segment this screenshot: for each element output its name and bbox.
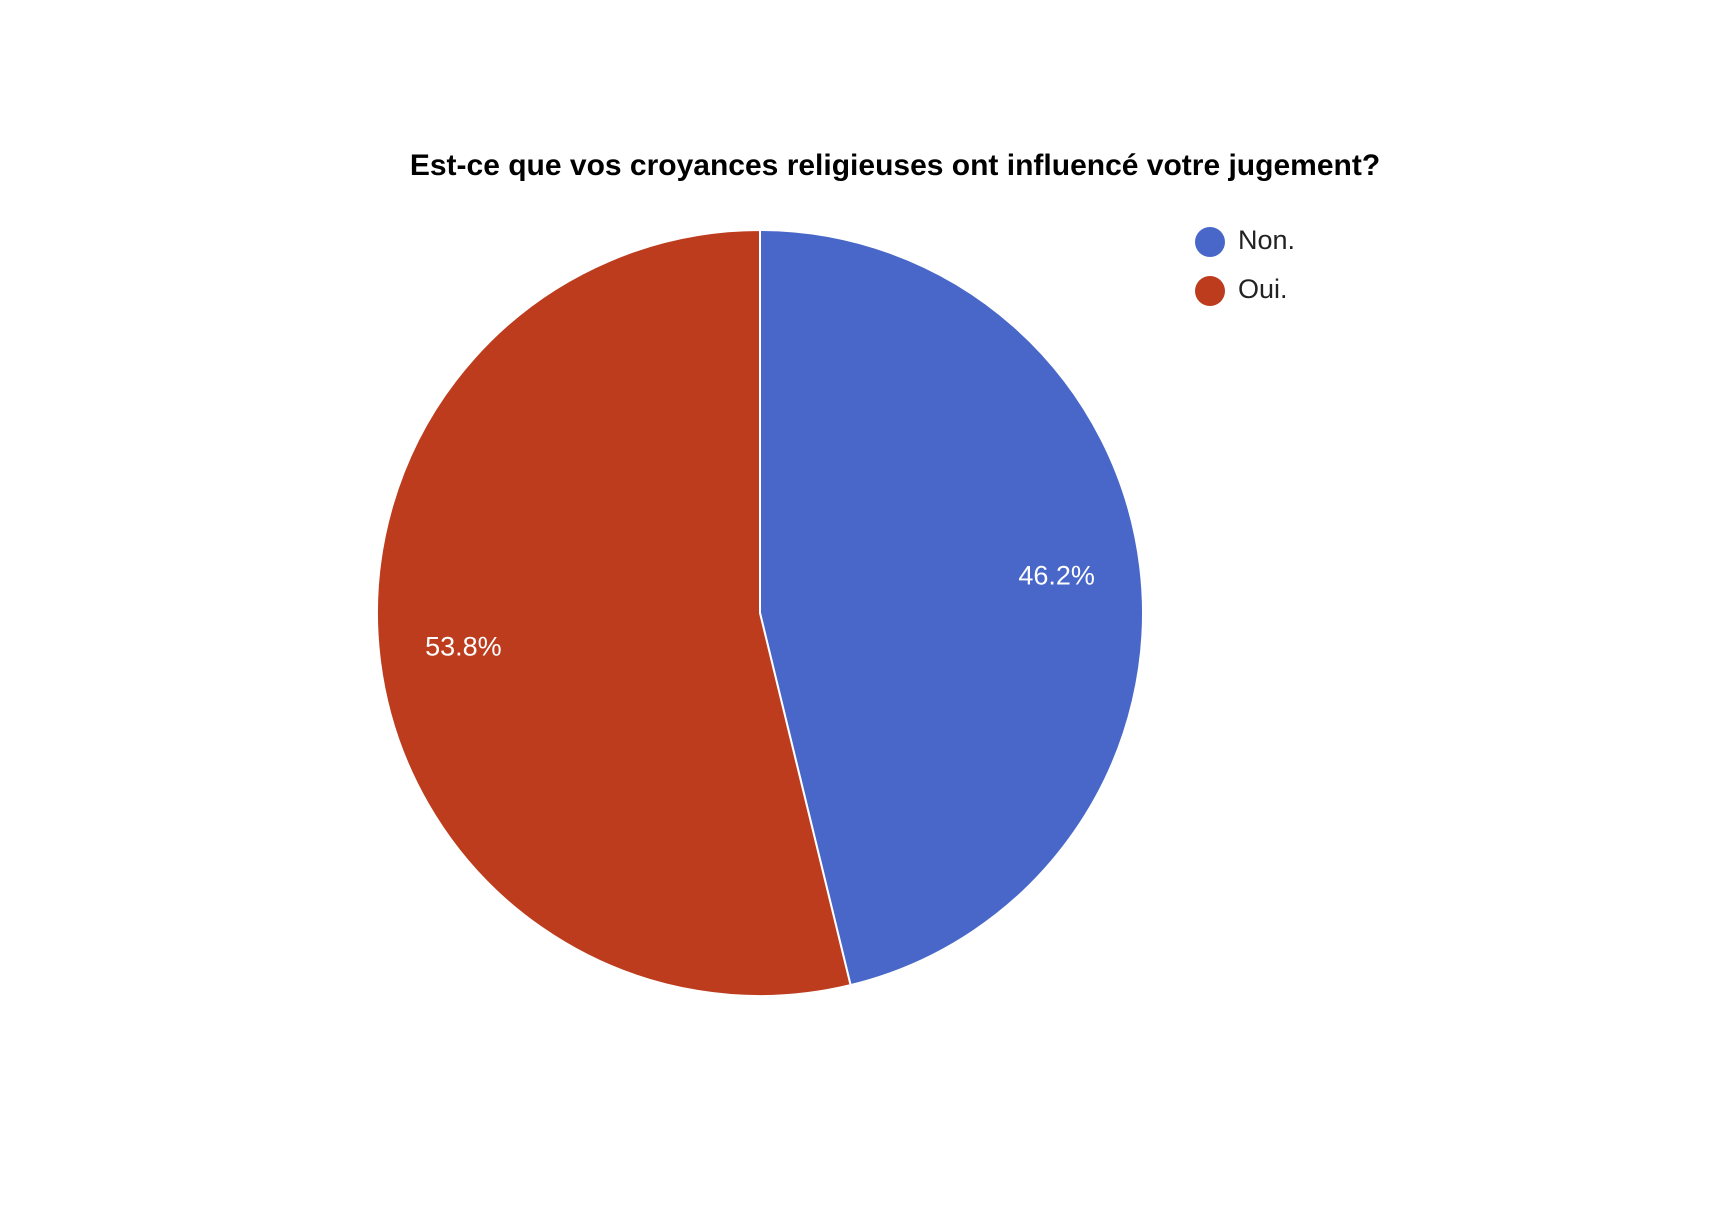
legend-label-non: Non. <box>1238 225 1295 255</box>
legend: Non. Oui. <box>1195 225 1295 306</box>
chart-title: Est-ce que vos croyances religieuses ont… <box>410 149 1380 182</box>
slice-labels: 46.2% 53.8% <box>425 561 1095 662</box>
pie-slice-non <box>759 228 1144 987</box>
legend-item-oui: Oui. <box>1195 274 1288 306</box>
pie-slices <box>375 228 1144 997</box>
slice-label-oui: 53.8% <box>425 632 502 662</box>
pie-slice-oui <box>375 228 852 997</box>
legend-label-oui: Oui. <box>1238 274 1288 304</box>
slice-label-non: 46.2% <box>1018 561 1095 591</box>
legend-item-non: Non. <box>1195 225 1295 257</box>
legend-swatch-oui <box>1195 276 1225 306</box>
legend-swatch-non <box>1195 227 1225 257</box>
